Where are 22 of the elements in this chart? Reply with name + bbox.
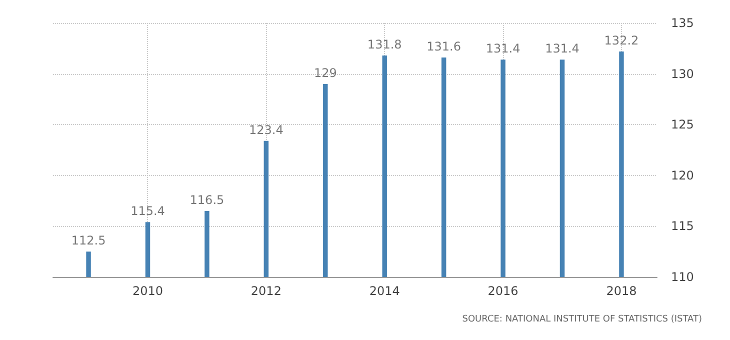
data-label: 123.4 (248, 122, 284, 137)
x-tick-label: 2014 (369, 284, 400, 298)
data-label: 116.5 (190, 192, 224, 207)
y-tick-label: 115 (671, 219, 694, 234)
y-tick-label: 120 (671, 168, 694, 182)
data-label: 131.4 (486, 42, 520, 56)
x-tick-label: 2016 (488, 284, 518, 298)
data-label: 131.8 (367, 38, 402, 52)
data-label: 115.4 (130, 204, 165, 218)
y-tick-label: 130 (671, 66, 694, 81)
data-label: 132.2 (604, 33, 639, 48)
data-label: 129 (314, 66, 337, 80)
source-note: SOURCE: NATIONAL INSTITUTE OF STATISTICS (ISTAT) (462, 314, 702, 324)
y-tick-label: 110 (671, 270, 694, 284)
y-tick-label: 135 (671, 16, 694, 30)
x-tick-label: 2012 (250, 284, 282, 298)
data-label: 131.4 (545, 42, 580, 56)
data-label: 131.6 (426, 40, 462, 54)
x-tick-label: 2018 (606, 284, 637, 298)
x-tick-label: 2010 (132, 284, 164, 298)
y-tick-label: 125 (671, 118, 694, 132)
data-label: 112.5 (71, 234, 106, 248)
